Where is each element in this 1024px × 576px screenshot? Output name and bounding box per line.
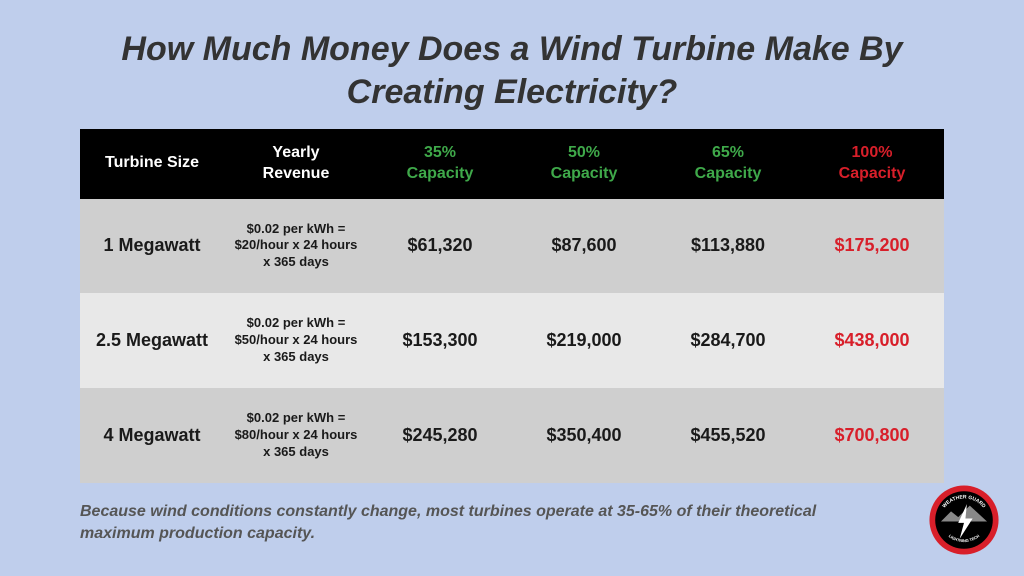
- cell-r1-c5: $438,000: [800, 293, 944, 388]
- cell-r0-c5: $175,200: [800, 199, 944, 294]
- footnote-text: Because wind conditions constantly chang…: [80, 501, 820, 546]
- cell-r0-c3: $87,600: [512, 199, 656, 294]
- table-row: 4 Megawatt$0.02 per kWh = $80/hour x 24 …: [80, 388, 944, 483]
- table-row: 2.5 Megawatt$0.02 per kWh = $50/hour x 2…: [80, 293, 944, 388]
- col-header-3: 50%Capacity: [512, 129, 656, 199]
- cell-r1-c2: $153,300: [368, 293, 512, 388]
- cell-r0-c4: $113,880: [656, 199, 800, 294]
- cell-r1-c4: $284,700: [656, 293, 800, 388]
- cell-r2-c0: 4 Megawatt: [80, 388, 224, 483]
- revenue-table: Turbine SizeYearlyRevenue35%Capacity50%C…: [80, 129, 944, 483]
- cell-r2-c4: $455,520: [656, 388, 800, 483]
- col-header-1: YearlyRevenue: [224, 129, 368, 199]
- cell-r1-c1: $0.02 per kWh = $50/hour x 24 hours x 36…: [224, 293, 368, 388]
- cell-r1-c0: 2.5 Megawatt: [80, 293, 224, 388]
- col-header-0: Turbine Size: [80, 129, 224, 199]
- table-body: 1 Megawatt$0.02 per kWh = $20/hour x 24 …: [80, 199, 944, 483]
- cell-r2-c2: $245,280: [368, 388, 512, 483]
- cell-r0-c1: $0.02 per kWh = $20/hour x 24 hours x 36…: [224, 199, 368, 294]
- table-header: Turbine SizeYearlyRevenue35%Capacity50%C…: [80, 129, 944, 199]
- col-header-4: 65%Capacity: [656, 129, 800, 199]
- cell-r2-c3: $350,400: [512, 388, 656, 483]
- revenue-table-wrap: Turbine SizeYearlyRevenue35%Capacity50%C…: [80, 129, 944, 483]
- cell-r2-c1: $0.02 per kWh = $80/hour x 24 hours x 36…: [224, 388, 368, 483]
- brand-logo: WEATHER GUARD LIGHTNING TECH: [928, 484, 1000, 556]
- col-header-5: 100%Capacity: [800, 129, 944, 199]
- col-header-2: 35%Capacity: [368, 129, 512, 199]
- cell-r0-c2: $61,320: [368, 199, 512, 294]
- cell-r1-c3: $219,000: [512, 293, 656, 388]
- page-title: How Much Money Does a Wind Turbine Make …: [0, 0, 1024, 129]
- table-row: 1 Megawatt$0.02 per kWh = $20/hour x 24 …: [80, 199, 944, 294]
- cell-r2-c5: $700,800: [800, 388, 944, 483]
- cell-r0-c0: 1 Megawatt: [80, 199, 224, 294]
